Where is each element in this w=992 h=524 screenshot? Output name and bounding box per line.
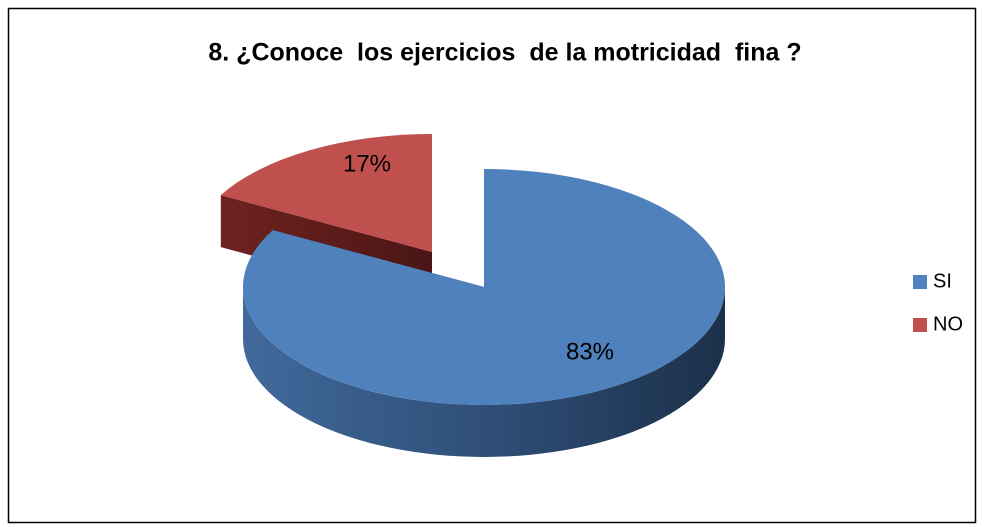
legend: SI NO [913,270,963,335]
legend-swatch [913,318,927,332]
slice-top [242,169,725,406]
data-label: 17% [343,150,391,177]
pie-slice: 83% [242,169,725,457]
legend-swatch [913,275,927,289]
legend-label: SI [933,270,952,292]
slice-side [243,287,725,457]
data-label: 83% [566,338,614,365]
chart-title: 8. ¿Conoce los ejercicios de la motricid… [208,39,801,67]
legend-label: NO [933,313,963,335]
slice-top [220,134,432,252]
pie: 17% 83% [220,134,725,457]
